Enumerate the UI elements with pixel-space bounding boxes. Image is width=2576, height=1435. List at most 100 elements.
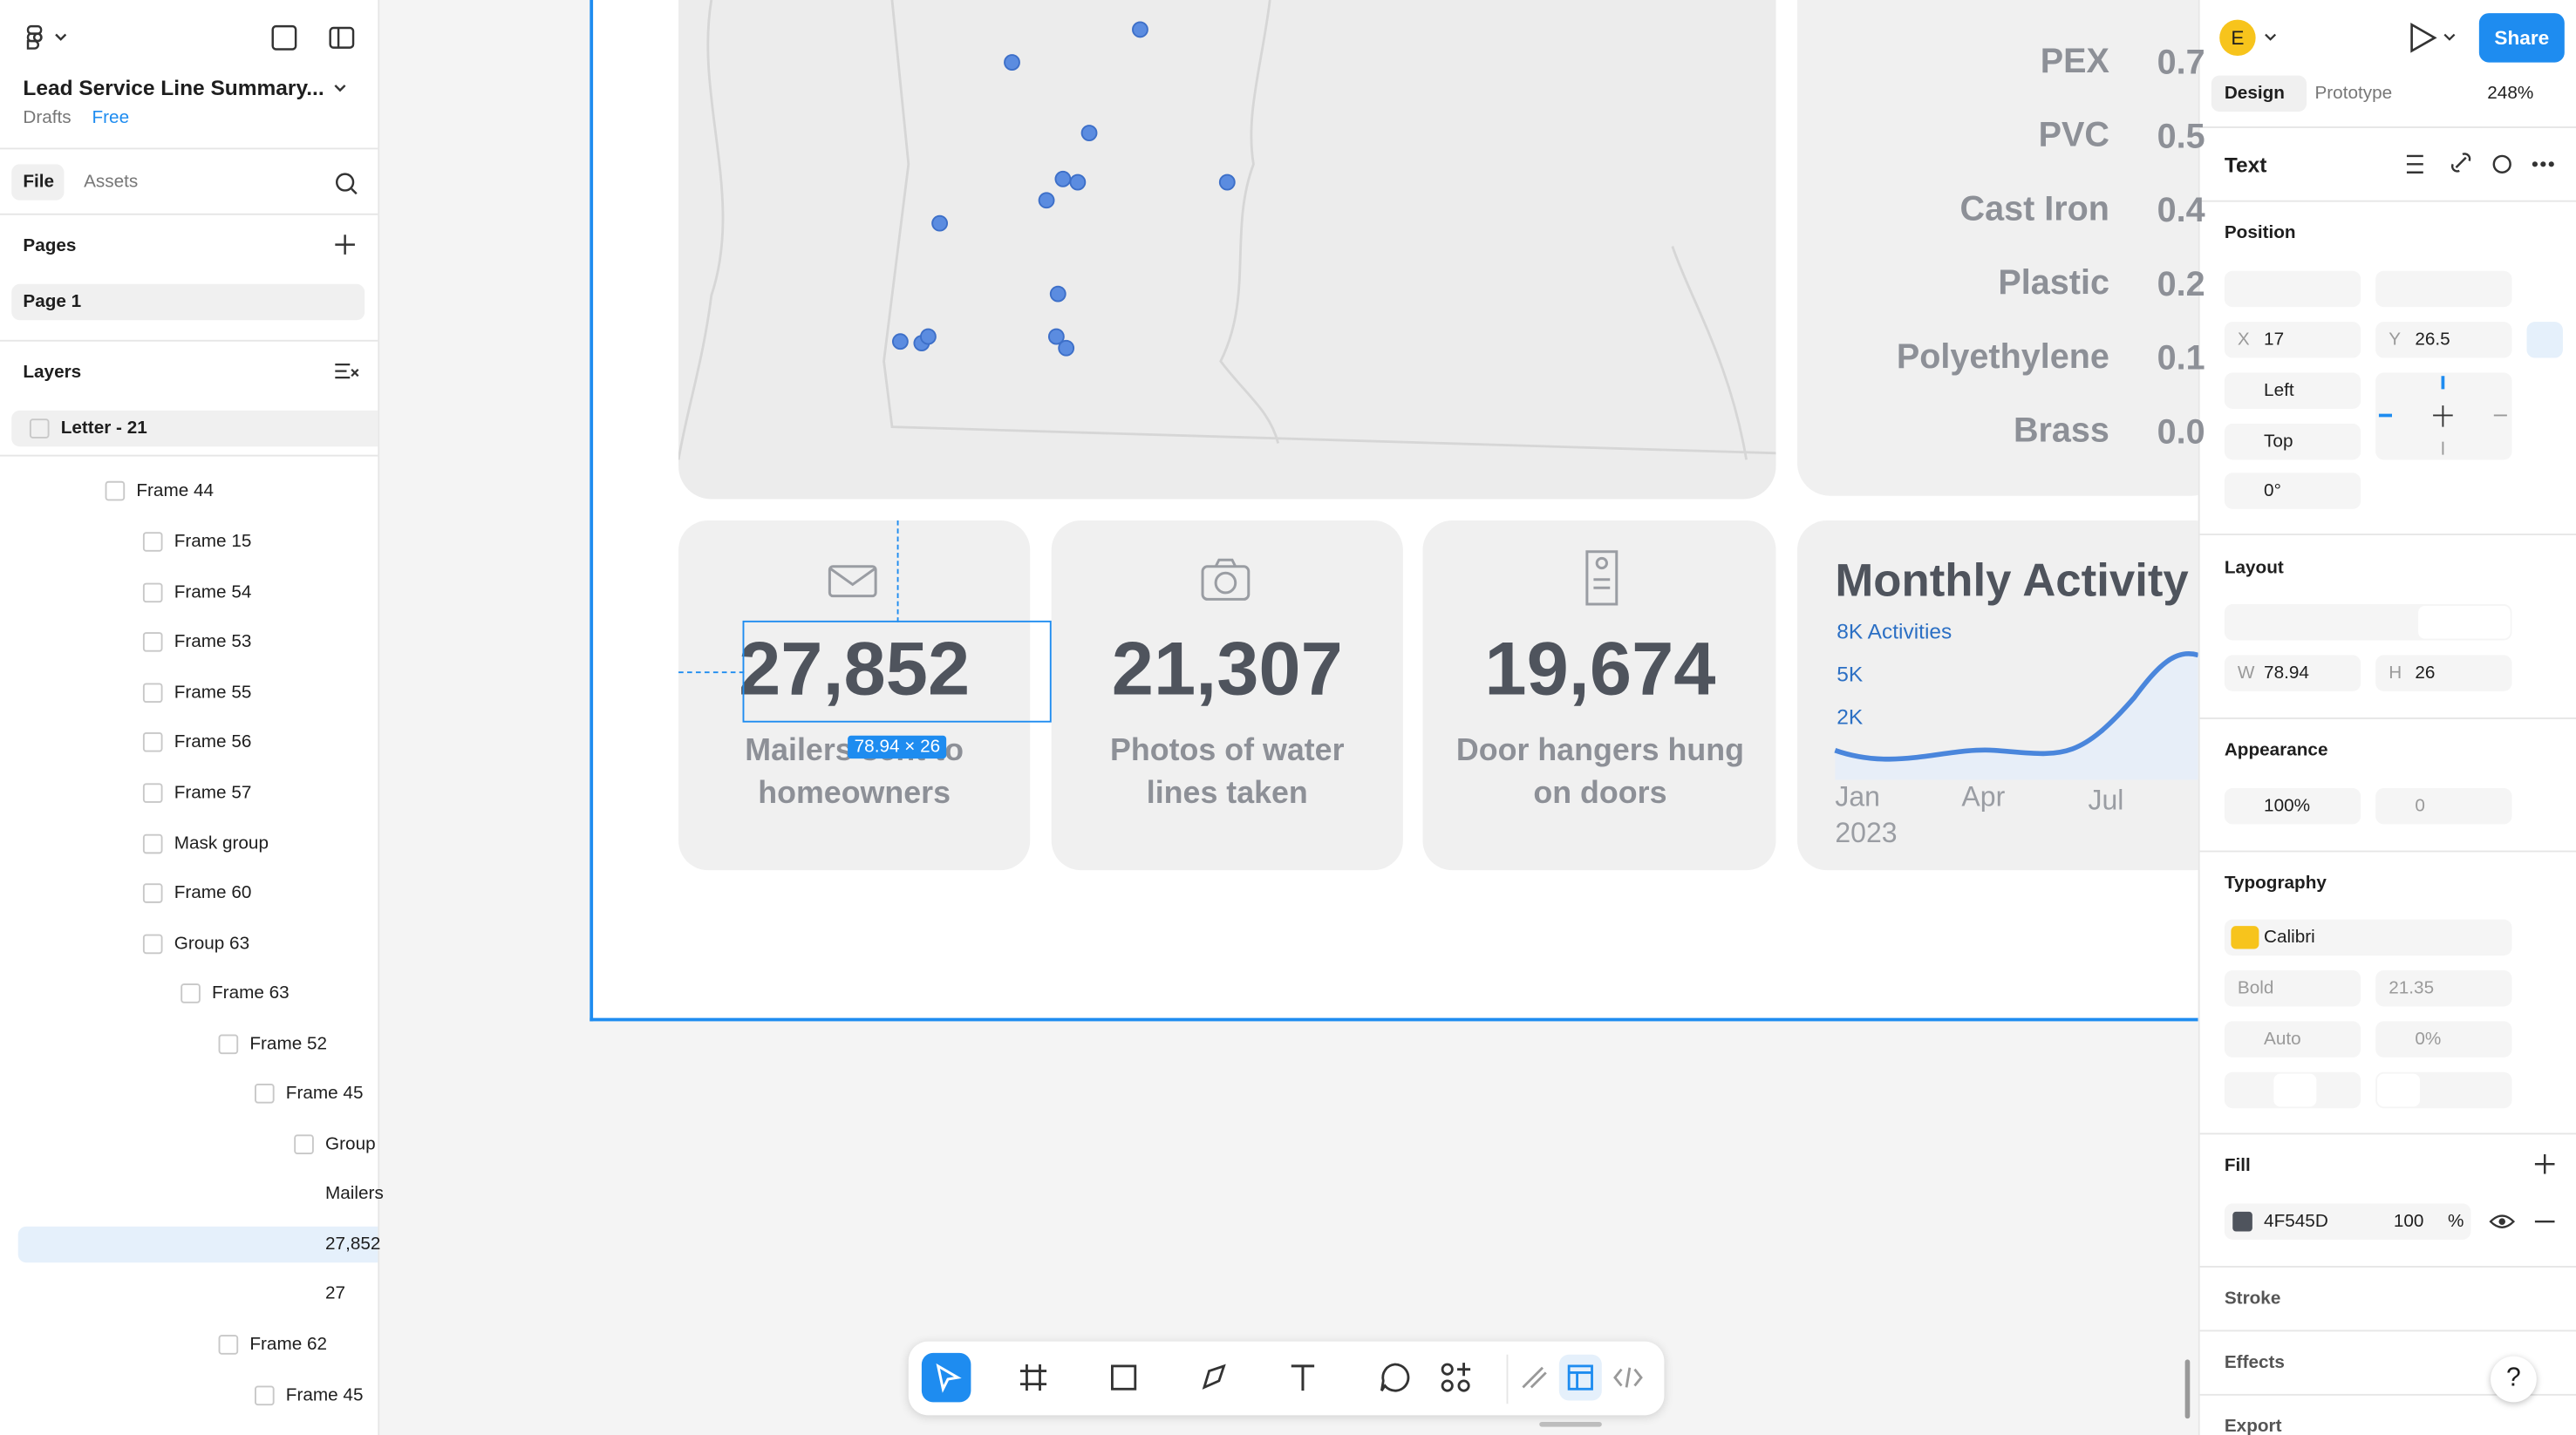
zoom[interactable]: 248% [2487, 84, 2534, 104]
fill-opacity[interactable]: 100 [2393, 1211, 2424, 1232]
x-tick-label: 2023 [1835, 817, 1898, 849]
move-tool[interactable] [921, 1352, 971, 1403]
layer-name[interactable]: 27 [325, 1283, 346, 1304]
constraints-toggle[interactable] [2526, 322, 2563, 358]
pen-tool[interactable] [1197, 1361, 1230, 1394]
layer-name[interactable]: Frame 62 [249, 1335, 328, 1355]
field-value[interactable]: 26 [2415, 663, 2436, 683]
letter-spacing[interactable]: 0% [2375, 1021, 2512, 1058]
h-constraint[interactable]: Left [2224, 372, 2361, 409]
layer-name[interactable]: Frame 56 [174, 731, 252, 752]
map-card [678, 0, 1776, 500]
font-icon[interactable] [269, 23, 299, 52]
layer-name[interactable]: Frame 53 [174, 632, 252, 652]
assets-tab[interactable]: Assets [84, 172, 139, 193]
field-value[interactable]: 26.5 [2415, 330, 2450, 350]
field-value[interactable]: Calibri [2264, 928, 2315, 948]
opacity-field[interactable]: 100% [2224, 787, 2361, 825]
v-align[interactable] [2375, 270, 2512, 308]
resize-mode[interactable] [2224, 604, 2512, 641]
file-tab[interactable]: File [23, 172, 55, 193]
layer-name[interactable]: Letter - 21 [60, 418, 147, 439]
layer-name[interactable]: Mask group [174, 833, 269, 854]
avatar[interactable]: E [2219, 19, 2256, 57]
design-mode[interactable] [1558, 1354, 1602, 1401]
draw-mode[interactable] [1518, 1361, 1551, 1394]
help-button[interactable]: ? [2491, 1356, 2537, 1403]
layer-name[interactable]: Mailers [325, 1183, 384, 1204]
field-value[interactable]: 0 [2415, 796, 2425, 817]
layer-name[interactable]: Frame 60 [174, 883, 252, 903]
field-value[interactable]: 21.35 [2389, 978, 2435, 999]
field-value[interactable]: Auto [2264, 1029, 2301, 1050]
fill-row[interactable]: 4F545D 100% [2224, 1203, 2471, 1240]
shape-tool[interactable] [1109, 1363, 1139, 1392]
field-value[interactable]: Bold [2237, 978, 2274, 999]
layer-name[interactable]: Frame 52 [249, 1034, 328, 1055]
vertical-align[interactable] [2375, 1071, 2512, 1109]
fill-swatch[interactable] [2232, 1211, 2252, 1232]
prototype-tab[interactable]: Prototype [2314, 84, 2393, 104]
h-align[interactable] [2224, 270, 2361, 308]
fill-visibility[interactable] [2489, 1210, 2516, 1233]
page-name[interactable]: Page 1 [23, 292, 82, 312]
search[interactable] [333, 171, 359, 197]
constraint-widget[interactable] [2375, 372, 2512, 460]
radius-field[interactable]: 0 [2375, 787, 2512, 825]
font-family[interactable]: Calibri [2224, 919, 2512, 956]
field-value[interactable]: Top [2264, 432, 2293, 452]
add-fill[interactable] [2533, 1153, 2556, 1175]
x-field[interactable]: X 17 [2224, 322, 2361, 358]
add-page[interactable] [333, 233, 356, 255]
v-constraint[interactable]: Top [2224, 423, 2361, 460]
layer-name[interactable]: Frame 54 [174, 582, 252, 603]
w-field[interactable]: W 78.94 [2224, 655, 2361, 691]
design-tab[interactable]: Design [2224, 84, 2285, 104]
font-weight[interactable]: Bold [2224, 970, 2361, 1007]
avatar-menu[interactable] [2262, 30, 2279, 46]
layer-name[interactable]: Group [325, 1134, 376, 1154]
line-height[interactable]: Auto [2224, 1021, 2361, 1058]
rotation-field[interactable]: 0° [2224, 473, 2361, 509]
y-field[interactable]: Y 26.5 [2375, 322, 2512, 358]
layer-name[interactable]: Frame 45 [285, 1083, 364, 1104]
share-button[interactable]: Share [2478, 13, 2565, 63]
field-value[interactable]: 78.94 [2264, 663, 2309, 683]
layer-name[interactable]: Group 63 [174, 934, 250, 955]
layer-name[interactable]: Frame 55 [174, 683, 252, 704]
layer-name[interactable]: Frame 44 [136, 480, 215, 501]
layer-name[interactable]: Frame 63 [212, 983, 290, 1003]
file-menu[interactable] [331, 78, 351, 99]
field-value[interactable]: 0° [2264, 480, 2281, 501]
actions-tool[interactable] [1439, 1361, 1472, 1394]
layer-name[interactable]: 27,852 [325, 1234, 381, 1255]
present[interactable] [2407, 21, 2457, 54]
layer-name[interactable]: Frame 45 [285, 1385, 364, 1406]
text-tool[interactable] [1286, 1361, 1319, 1394]
selection-box[interactable] [742, 620, 1052, 723]
font-size[interactable]: 21.35 [2375, 970, 2512, 1007]
text-align[interactable] [2224, 1071, 2361, 1109]
stat-number[interactable]: 27,852 [739, 625, 971, 711]
field-value[interactable]: Left [2264, 380, 2294, 401]
layer-name[interactable]: Frame 15 [174, 532, 252, 552]
collapse-layers[interactable] [333, 361, 359, 384]
field-value[interactable]: 17 [2264, 330, 2285, 350]
remove-fill[interactable] [2533, 1210, 2556, 1233]
comment-tool[interactable] [1379, 1361, 1412, 1394]
dev-mode[interactable] [1612, 1361, 1645, 1394]
field-value[interactable]: 100% [2264, 796, 2311, 817]
fill-hex[interactable]: 4F545D [2264, 1211, 2328, 1232]
frame-tool[interactable] [1017, 1361, 1050, 1394]
drafts-link[interactable]: Drafts [23, 108, 72, 128]
selection-actions[interactable] [2403, 151, 2561, 177]
h-field[interactable]: H 26 [2375, 655, 2512, 691]
file-name[interactable]: Lead Service Line Summary... [23, 75, 324, 100]
material-name: Plastic [1998, 264, 2109, 303]
layer-name[interactable]: Frame 57 [174, 783, 252, 803]
toggle-sidebar[interactable] [327, 23, 357, 52]
main-menu[interactable] [23, 23, 72, 52]
field-value[interactable]: 0% [2415, 1029, 2442, 1050]
page-row[interactable] [11, 283, 365, 321]
plan-badge[interactable]: Free [92, 108, 130, 128]
